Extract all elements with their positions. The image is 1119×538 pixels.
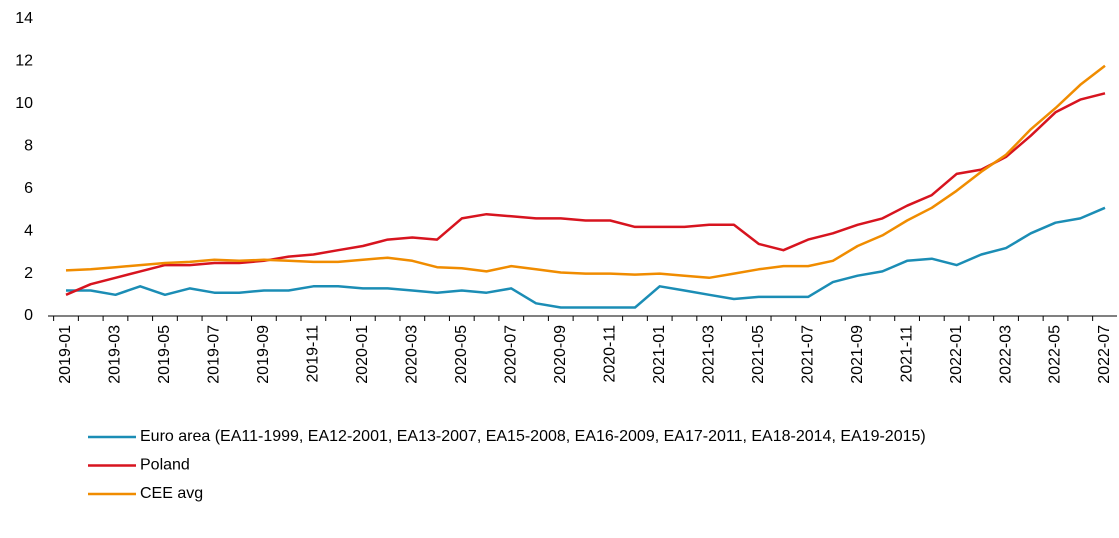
x-tick-label: 2019-07 [206, 325, 223, 384]
y-tick-label: 12 [15, 53, 33, 70]
x-tick-label: 2019-05 [156, 325, 173, 384]
x-tick-label: 2020-11 [601, 325, 618, 383]
y-tick-label: 6 [24, 180, 33, 197]
y-tick-label: 0 [24, 307, 33, 324]
x-tick-label: 2020-01 [354, 325, 371, 384]
x-tick-label: 2020-03 [404, 325, 421, 384]
y-tick-label: 14 [15, 10, 33, 27]
line-series [65, 92, 1106, 296]
x-tick-label: 2020-05 [453, 325, 470, 384]
line-series [65, 64, 1106, 280]
x-tick-label: 2021-03 [700, 325, 717, 384]
x-tick-label: 2021-01 [651, 325, 668, 384]
x-tick-label: 2019-09 [255, 325, 272, 384]
x-tick-label: 2019-11 [305, 325, 322, 383]
x-tick-label: 2022-05 [1047, 325, 1064, 384]
legend-label: CEE avg [140, 485, 203, 502]
x-tick-label: 2019-01 [57, 325, 74, 384]
x-tick-label: 2021-09 [849, 325, 866, 384]
line-series [66, 206, 1106, 309]
x-tick-label: 2022-07 [1096, 325, 1113, 384]
x-tick-label: 2022-03 [997, 325, 1014, 384]
x-tick-label: 2021-07 [799, 325, 816, 384]
y-tick-label: 2 [24, 265, 33, 282]
x-tick-label: 2022-01 [948, 325, 965, 384]
x-tick-label: 2021-11 [898, 325, 915, 383]
legend-label: Euro area (EA11-1999, EA12-2001, EA13-20… [140, 428, 926, 445]
x-tick-label: 2019-03 [107, 325, 124, 384]
x-tick-label: 2020-07 [503, 325, 520, 384]
y-tick-label: 4 [24, 222, 33, 239]
x-tick-label: 2021-05 [750, 325, 767, 384]
y-tick-label: 8 [24, 138, 33, 155]
y-tick-label: 10 [15, 95, 33, 112]
x-tick-label: 2020-09 [552, 325, 569, 384]
legend-label: Poland [140, 457, 190, 474]
